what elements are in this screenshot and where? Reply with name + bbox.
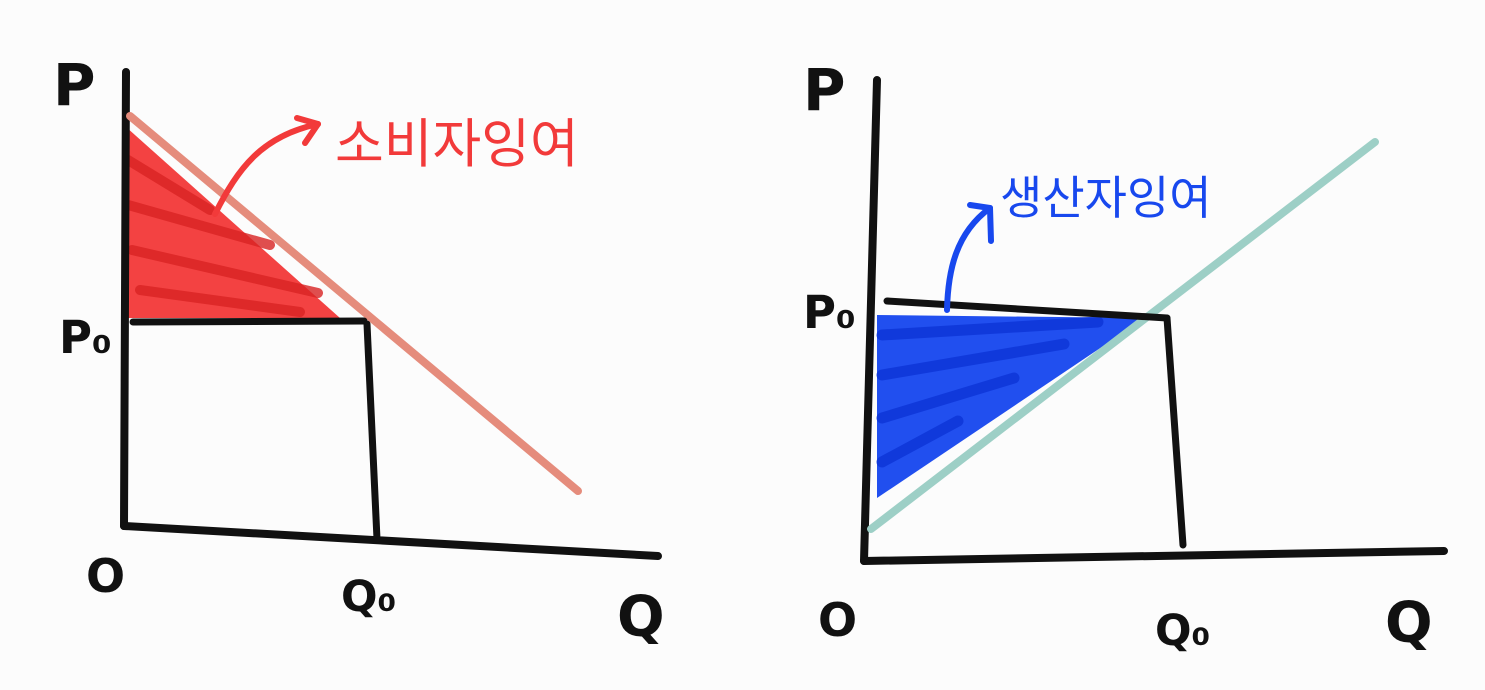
left-price-label: P₀ xyxy=(59,311,112,364)
left-price-line xyxy=(129,317,368,326)
left-quantity-label: Q₀ xyxy=(341,572,396,622)
producer-surplus-arrowhead xyxy=(967,202,994,244)
right-quantity-label: Q₀ xyxy=(1155,606,1210,656)
producer-surplus-arrow xyxy=(944,205,993,313)
consumer-surplus-arrowhead xyxy=(294,115,321,146)
right-x-axis-label: Q xyxy=(1385,591,1433,656)
consumer-surplus-area xyxy=(126,127,340,318)
consumer-surplus-hatching xyxy=(123,155,323,317)
right-price-label: P₀ xyxy=(803,286,856,339)
left-quantity-line xyxy=(363,320,381,543)
left-y-axis-label: P xyxy=(53,51,96,119)
producer-surplus-hatching xyxy=(876,316,1104,468)
right-y-axis xyxy=(860,76,881,565)
right-x-axis xyxy=(860,547,1448,565)
supply-line xyxy=(867,138,1379,533)
right-y-axis-label: P xyxy=(803,56,846,124)
left-x-axis xyxy=(120,522,662,560)
consumer-surplus-label: 소비자잉여 xyxy=(335,114,579,175)
consumer-surplus-diagram: P P₀ O Q₀ Q 소비자잉여 xyxy=(53,51,665,650)
left-x-axis-label: Q xyxy=(617,585,665,650)
right-origin-label: O xyxy=(818,593,857,647)
consumer-surplus-arrow xyxy=(212,121,321,217)
left-y-axis xyxy=(120,68,130,530)
right-quantity-line xyxy=(1163,314,1187,549)
left-origin-label: O xyxy=(86,549,125,603)
right-price-line xyxy=(883,297,1171,322)
producer-surplus-label: 생산자잉여 xyxy=(1000,171,1212,225)
demand-line xyxy=(126,112,582,495)
producer-surplus-diagram: P P₀ O Q₀ Q 생산자잉여 xyxy=(803,56,1448,656)
